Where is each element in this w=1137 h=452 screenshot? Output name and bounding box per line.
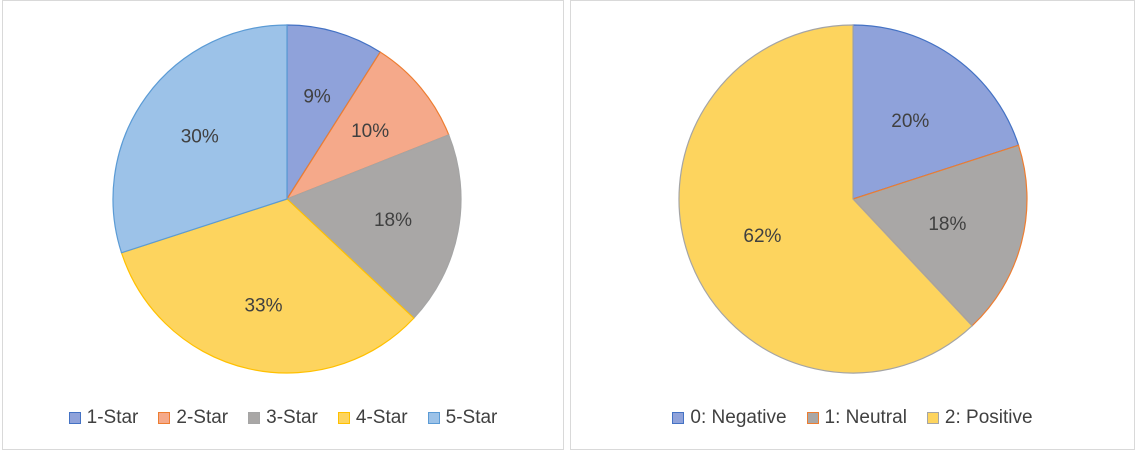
chart-panel-star-ratings: 9% 10% 18% 33% 30% 1-Star 2-Star 3-Star 4-Star 5… (2, 0, 564, 450)
legend-item-1-neutral: 1: Neutral (806, 407, 907, 429)
pie-slice-0-negative (852, 24, 1020, 200)
legend-label: 3-Star (266, 407, 318, 428)
legend-item-0-negative: 0: Negative (672, 407, 787, 429)
legend-label: 5-Star (445, 407, 498, 428)
data-label-1-neutral: 18% (928, 214, 966, 235)
legend-swatch (806, 412, 819, 424)
legend-label: 1-Star (86, 407, 139, 428)
legend-swatch (672, 412, 685, 424)
legend-item-4-star: 4-Star (337, 407, 408, 429)
legend-item-2-star: 2-Star (158, 407, 228, 429)
legend-label: 4-Star (355, 407, 408, 428)
legend-item-2-positive: 2: Positive (926, 407, 1033, 429)
pie-chart-star-ratings: 9% 10% 18% 33% 30% (112, 24, 462, 374)
data-label-2-star: 10% (351, 121, 389, 142)
legend-star-ratings: 1-Star 2-Star 3-Star 4-Star 5-Star (3, 407, 563, 429)
legend-item-3-star: 3-Star (248, 407, 318, 429)
pie-slice-2-positive (678, 24, 973, 374)
legend-item-5-star: 5-Star (427, 407, 498, 429)
pie-chart-sentiment: 20% 18% 62% (678, 24, 1028, 374)
legend-label: 2-Star (176, 407, 229, 428)
legend-sentiment: 0: Negative 1: Neutral 2: Positive (571, 407, 1134, 429)
legend-swatch (926, 412, 939, 424)
legend-label: 0: Negative (690, 407, 787, 428)
pie-slice-2-star (285, 51, 450, 201)
pie-slice-5-star (112, 24, 288, 254)
pie-slice-1-star (286, 24, 382, 202)
data-label-0-negative: 20% (891, 111, 929, 132)
data-label-3-star: 18% (374, 210, 412, 231)
pie-slice-1-neutral (851, 144, 1028, 327)
data-label-1-star: 9% (303, 86, 331, 107)
legend-label: 2: Positive (944, 407, 1033, 428)
data-label-4-star: 33% (244, 295, 282, 316)
data-label-2-positive: 62% (743, 226, 781, 247)
legend-swatch (158, 412, 171, 424)
pie-slice-4-star (120, 198, 415, 374)
legend-item-1-star: 1-Star (68, 407, 139, 429)
legend-swatch (427, 412, 440, 424)
pie-slice-3-star (285, 134, 462, 319)
data-label-5-star: 30% (181, 127, 219, 148)
legend-label: 1: Neutral (824, 407, 907, 428)
legend-swatch (68, 412, 81, 424)
legend-swatch (337, 412, 350, 424)
legend-swatch (248, 412, 261, 424)
chart-panel-sentiment: 20% 18% 62% 0: Negative 1: Neutral 2: Positi… (570, 0, 1135, 450)
